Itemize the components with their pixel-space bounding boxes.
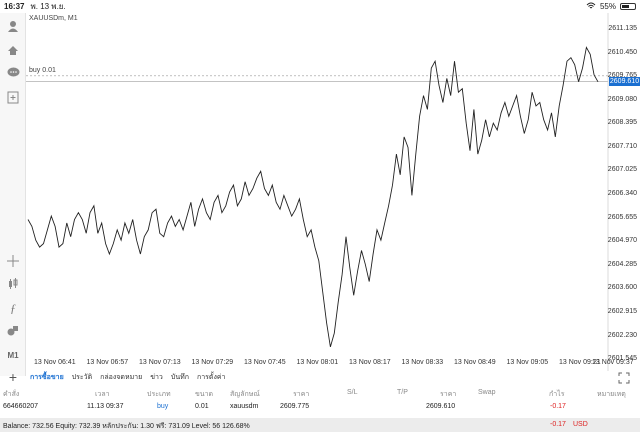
time-axis-label: 13 Nov 09:37 (592, 359, 634, 366)
order-time: 11.13 09:37 (87, 403, 124, 410)
col-swap: Swap (478, 389, 496, 396)
buy-line-label: buy 0.01 (29, 66, 56, 74)
price-axis-label: 2609.080 (607, 95, 637, 103)
order-id: 664660207 (3, 403, 39, 410)
current-price-label: 2609.610 (609, 77, 640, 86)
col-price: ราคา (293, 391, 310, 398)
price-axis-label: 2607.710 (607, 142, 637, 150)
battery-percent: 55% (599, 2, 616, 11)
left-toolbar: ƒ M1 (0, 13, 26, 376)
price-axis-label: 2602.230 (607, 331, 637, 339)
summary-text: Balance: 732.56 Equity: 732.39 หลักประกั… (3, 423, 250, 430)
col-type: ประเภท (147, 391, 171, 398)
time-axis-label: 13 Nov 08:17 (349, 359, 391, 366)
time-axis-label: 13 Nov 08:49 (454, 359, 496, 366)
price-axis-label: 2603.600 (607, 284, 637, 292)
col-price-current: ราคา (440, 391, 457, 398)
status-date: พ. 13 พ.ย. (30, 2, 66, 11)
chart-canvas[interactable] (26, 13, 640, 371)
tab-settings[interactable]: การตั้งค่า (196, 373, 226, 381)
price-axis-label: 2611.135 (608, 25, 637, 32)
add-icon[interactable]: + (8, 369, 18, 385)
account-summary: Balance: 732.56 Equity: 732.39 หลักประกั… (0, 418, 640, 432)
status-time: 16:37 (4, 2, 25, 11)
price-series-line (27, 46, 599, 348)
price-axis-label: 2610.450 (607, 48, 637, 56)
col-symbol: สัญลักษณ์ (230, 391, 260, 398)
tab-history[interactable]: ประวัติ (71, 373, 93, 381)
order-size: 0.01 (195, 403, 209, 410)
time-axis-label: 13 Nov 09:21 (559, 359, 601, 366)
col-time: เวลา (95, 391, 110, 398)
indicators-icon[interactable]: ƒ (10, 300, 16, 315)
col-order: คำสั่ง (3, 391, 20, 398)
trade-icon[interactable] (5, 42, 21, 58)
price-axis-label: 2602.915 (607, 307, 637, 315)
tab-journal[interactable]: บันทึก (170, 373, 189, 381)
time-axis-label: 13 Nov 08:33 (401, 359, 444, 366)
chart-title: XAUUSDm, M1 (29, 15, 78, 22)
order-current-price: 2609.610 (426, 403, 456, 410)
col-sl: S/L (347, 389, 358, 396)
price-axis-label: 2608.395 (607, 119, 637, 127)
price-axis-label: 2605.655 (607, 213, 637, 221)
price-axis-label: 2601.545 (607, 355, 637, 363)
time-axis-label: 13 Nov 06:57 (86, 359, 129, 366)
time-axis-label: 13 Nov 07:13 (139, 359, 181, 366)
expand-icon[interactable] (618, 371, 630, 384)
timeframe-button[interactable]: M1 (7, 350, 19, 360)
table-row[interactable]: 664660207 11.13 09:37 buy 0.01 xauusdm 2… (0, 403, 640, 417)
terminal-tabs: + การซื้อขาย ประวัติ กล่องจดหมาย ข่าว บั… (0, 369, 640, 385)
summary-currency: USD (573, 421, 588, 428)
account-icon[interactable] (5, 18, 21, 34)
summary-profit: -0.17 (550, 421, 566, 428)
order-type: buy (157, 403, 169, 410)
time-axis-label: 13 Nov 08:01 (296, 359, 339, 366)
order-open-price: 2609.775 (280, 403, 310, 410)
battery-icon (620, 3, 636, 10)
price-axis-label: 2604.285 (607, 260, 637, 268)
add-chart-icon[interactable] (5, 89, 21, 105)
price-axis-label: 2606.340 (607, 190, 637, 198)
col-profit: กำไร (549, 391, 565, 398)
crosshair-icon[interactable] (5, 253, 21, 269)
status-bar: 16:37 พ. 13 พ.ย. 55% (0, 0, 640, 13)
time-axis-label: 13 Nov 06:41 (34, 359, 76, 366)
col-tp: T/P (397, 389, 408, 396)
price-chart[interactable]: XAUUSDm, M1 buy 0.01 2611.135 2610.450 260… (26, 13, 640, 371)
chat-icon[interactable] (5, 65, 21, 81)
time-axis-label: 13 Nov 09:05 (506, 359, 549, 366)
tab-mailbox[interactable]: กล่องจดหมาย (100, 373, 143, 381)
candles-icon[interactable] (5, 276, 21, 292)
col-comment: หมายเหตุ (597, 391, 626, 398)
tab-trade[interactable]: การซื้อขาย (30, 373, 64, 381)
objects-icon[interactable] (5, 323, 21, 339)
orders-table-header: คำสั่ง เวลา ประเภท ขนาด สัญลักษณ์ ราคา S… (0, 389, 640, 401)
price-axis-label: 2609.765 (607, 72, 637, 80)
time-axis-label: 13 Nov 07:29 (191, 359, 234, 366)
col-size: ขนาด (195, 391, 214, 398)
wifi-icon (586, 2, 596, 12)
price-axis-label: 2607.025 (607, 166, 637, 174)
order-profit: -0.17 (550, 403, 566, 410)
price-axis-label: 2604.970 (607, 237, 637, 245)
time-axis-label: 13 Nov 07:45 (244, 359, 286, 366)
order-symbol: xauusdm (230, 403, 259, 410)
tab-news[interactable]: ข่าว (150, 373, 163, 381)
